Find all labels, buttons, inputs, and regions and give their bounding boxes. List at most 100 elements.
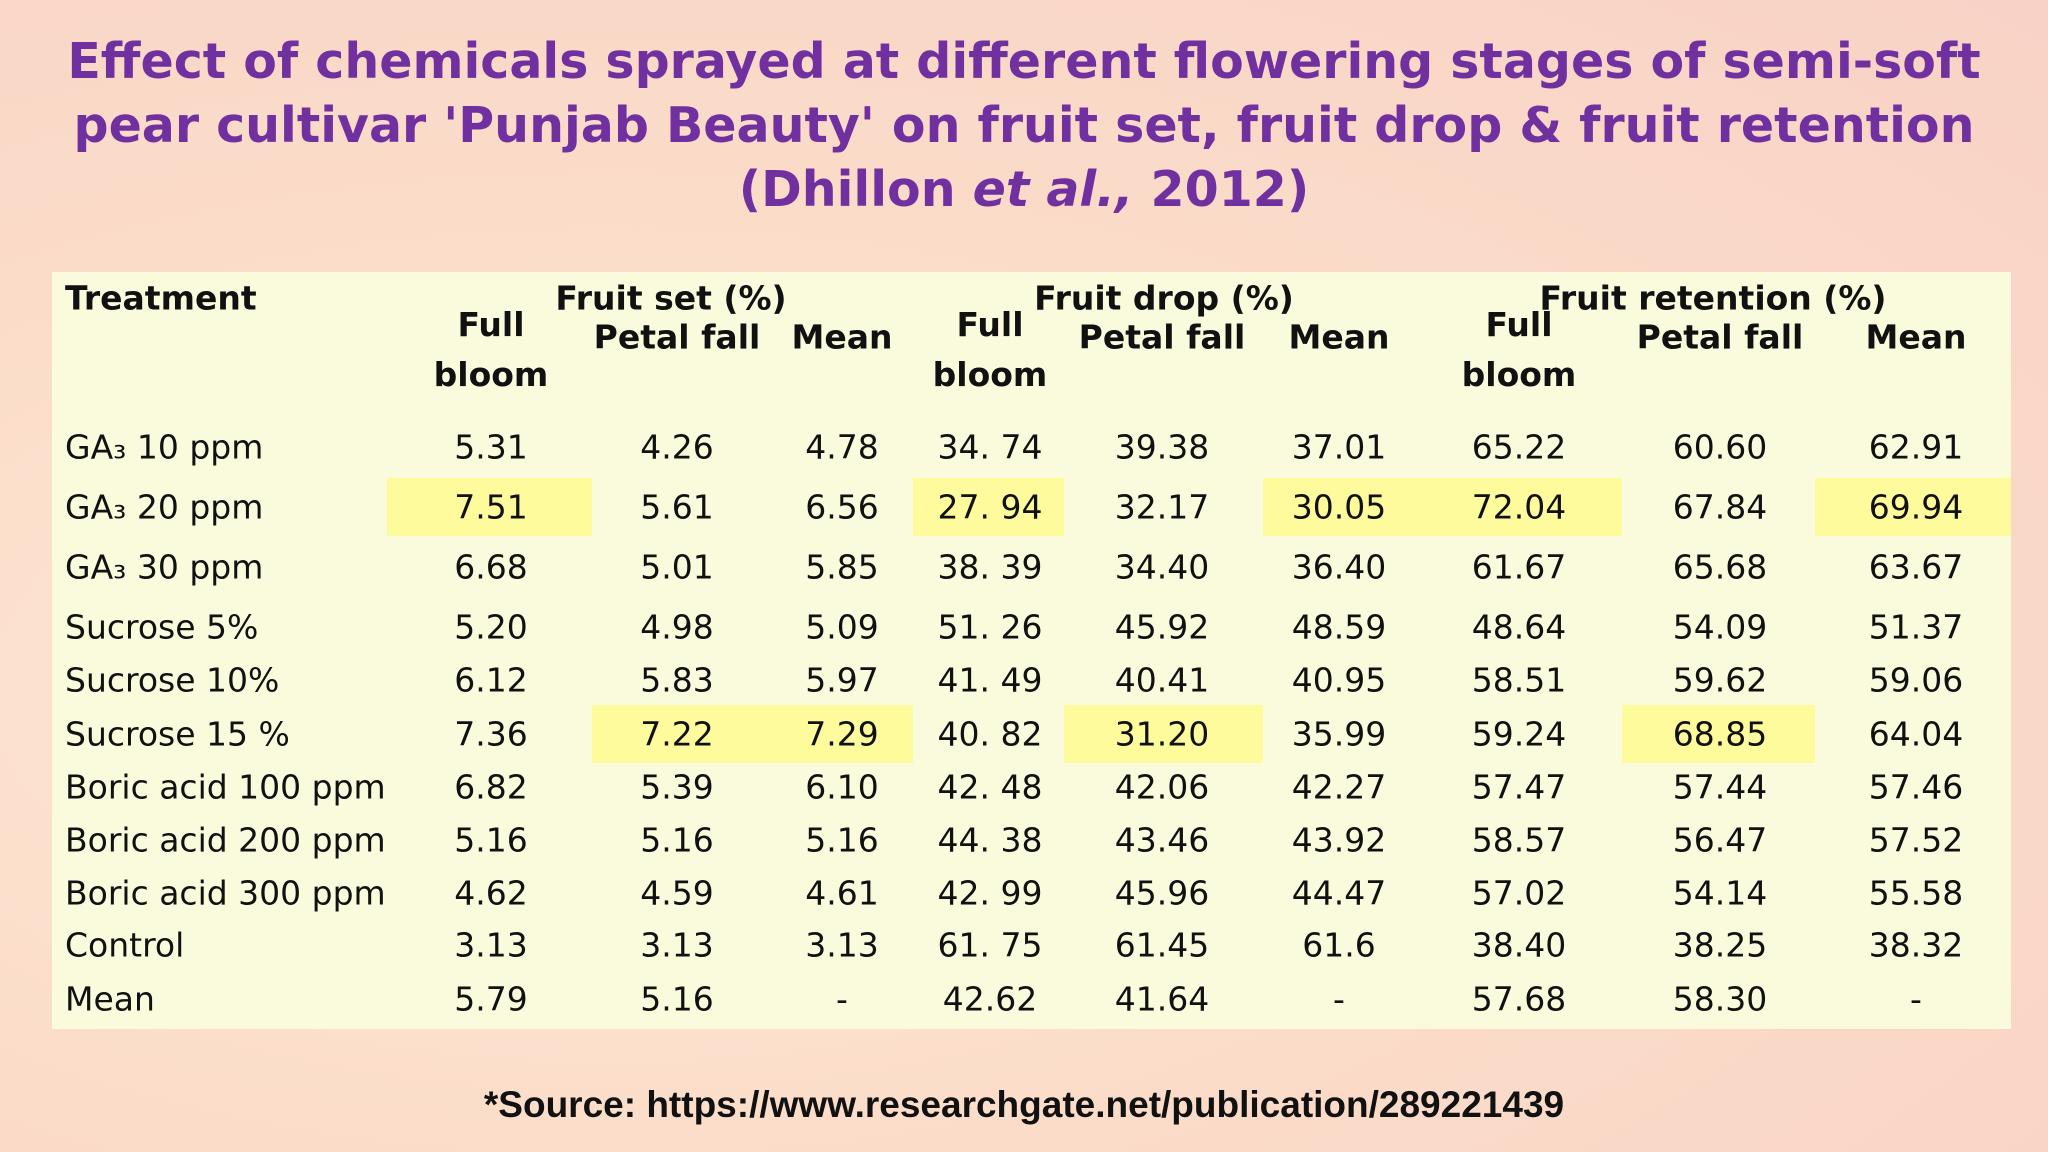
cell-value: 57.68 [1471,979,1567,1019]
cell-value: 59.06 [1868,660,1964,700]
cell-value: 5.16 [454,820,528,860]
row-label: Sucrose 5% [65,607,259,647]
cell-value: 56.47 [1672,820,1768,860]
cell-value: 45.92 [1114,607,1210,647]
sub-header: Full bloom [1461,305,1577,394]
cell-value: 4.98 [640,607,714,647]
cell-value: 5.16 [640,979,714,1019]
cell-value: 58.30 [1672,979,1768,1019]
cell-value: 38.25 [1672,925,1768,965]
cell-value: 7.29 [805,714,879,754]
group-header: Fruit set (%) [555,278,787,318]
cell-value: 5.85 [805,547,879,587]
treatment-header: Treatment [65,278,257,318]
table: Treatment Fruit set (%) Fruit drop (%) Frui… [52,272,2011,1029]
cell-value: 5.31 [454,427,528,467]
cell-value: 3.13 [805,925,879,965]
cell-value: 57.47 [1471,767,1567,807]
cell-value: 58.51 [1471,660,1567,700]
highlight [913,478,1064,536]
cell-value: 55.58 [1868,873,1964,913]
cell-value: 3.13 [640,925,714,965]
cell-value: 42.27 [1291,767,1387,807]
cell-value: 43.92 [1291,820,1387,860]
cell-value: 5.39 [640,767,714,807]
highlight [387,478,592,536]
cell-value: 4.78 [805,427,879,467]
sub-header: Petal fall [1636,317,1804,357]
highlight [1064,705,1263,763]
cell-value: 6.10 [805,767,879,807]
cell-value: 57.46 [1868,767,1964,807]
row-label: Boric acid 200 ppm [65,820,386,860]
row-label: GA₃ 10 ppm [65,427,264,467]
cell-value: 36.40 [1291,547,1387,587]
cell-value: - [1333,979,1345,1019]
row-label: GA₃ 20 ppm [65,487,264,527]
cell-value: 5.97 [805,660,879,700]
highlight [1263,478,1414,536]
cell-value: 41. 49 [937,660,1043,700]
cell-value: 65.68 [1672,547,1768,587]
highlight [1815,478,2011,536]
cell-value: 67.84 [1672,487,1768,527]
cell-value: 40. 82 [937,714,1043,754]
cell-value: 35.99 [1291,714,1387,754]
cell-value: 54.14 [1672,873,1768,913]
cell-value: 58.57 [1471,820,1567,860]
cell-value: 6.68 [454,547,528,587]
row-label: GA₃ 30 ppm [65,547,264,587]
cell-value: 30.05 [1291,487,1387,527]
cell-value: 42.62 [942,979,1038,1019]
cell-value: 7.36 [454,714,528,754]
cell-value: 61.67 [1471,547,1567,587]
cell-value: 40.41 [1114,660,1210,700]
title-text: Effect of chemicals sprayed at different… [67,33,1981,154]
row-label: Boric acid 300 ppm [65,873,386,913]
cell-value: 5.79 [454,979,528,1019]
cell-value: 62.91 [1868,427,1964,467]
cell-value: 44. 38 [937,820,1043,860]
cell-value: 57.44 [1672,767,1768,807]
cell-value: 57.52 [1868,820,1964,860]
title: Effect of chemicals sprayed at different… [40,30,2008,222]
cell-value: 57.02 [1471,873,1567,913]
cell-value: 5.16 [805,820,879,860]
cell-value: 34.40 [1114,547,1210,587]
cell-value: 44.47 [1291,873,1387,913]
cell-value: 59.62 [1672,660,1768,700]
row-label: Mean [65,979,155,1019]
cell-value: 39.38 [1114,427,1210,467]
sub-header: Mean [1288,317,1390,357]
highlight [1414,478,1622,536]
cell-value: 27. 94 [937,487,1043,527]
cell-value: 40.95 [1291,660,1387,700]
group-header: Fruit retention (%) [1539,278,1887,318]
cell-value: 37.01 [1291,427,1387,467]
cell-value: 63.67 [1868,547,1964,587]
cell-value: - [836,979,848,1019]
row-label: Sucrose 10% [65,660,280,700]
highlight [592,705,762,763]
cell-value: 4.61 [805,873,879,913]
cell-value: 38.32 [1868,925,1964,965]
cell-value: 7.22 [640,714,714,754]
cell-value: 72.04 [1471,487,1567,527]
cell-value: 68.85 [1672,714,1768,754]
cell-value: 42.06 [1114,767,1210,807]
cell-value: 38. 39 [937,547,1043,587]
cell-value: 38.40 [1471,925,1567,965]
cell-value: 48.59 [1291,607,1387,647]
sub-header: Mean [1865,317,1967,357]
cell-value: 5.20 [454,607,528,647]
cell-value: 43.46 [1114,820,1210,860]
cell-value: 64.04 [1868,714,1964,754]
cell-value: 5.16 [640,820,714,860]
cell-value: - [1910,979,1922,1019]
cell-value: 65.22 [1471,427,1567,467]
cell-value: 5.01 [640,547,714,587]
sub-header: Petal fall [593,317,761,357]
cell-value: 42. 48 [937,767,1043,807]
cell-value: 6.82 [454,767,528,807]
cell-value: 61. 75 [937,925,1043,965]
